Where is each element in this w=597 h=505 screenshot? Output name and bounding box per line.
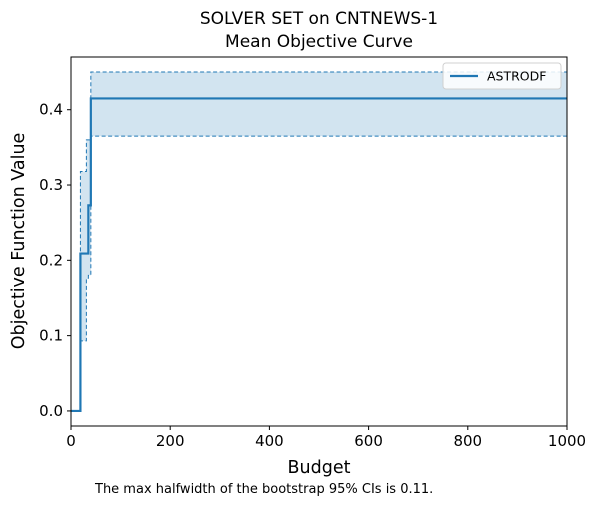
y-tick-label: 0.3 (39, 176, 63, 194)
plot-frame (70, 56, 568, 427)
footnote: The max halfwidth of the bootstrap 95% C… (94, 482, 433, 497)
x-tick-label: 200 (156, 432, 185, 450)
plot-area (70, 56, 568, 427)
y-tick-label: 0.0 (39, 402, 63, 420)
y-tick-label: 0.1 (39, 327, 63, 345)
legend-box (442, 62, 562, 90)
y-axis: 0.0 0.1 0.2 0.3 0.4 (39, 101, 71, 420)
chart-title: SOLVER SET on CNTNEWS-1 (200, 9, 438, 29)
legend-label-astrodf: ASTRODF (487, 69, 546, 84)
x-tick-label: 400 (255, 432, 284, 450)
x-tick-label: 800 (453, 432, 482, 450)
x-tick-label: 600 (354, 432, 383, 450)
y-axis-label: Objective Function Value (9, 133, 29, 350)
legend: ASTRODF (442, 62, 562, 90)
x-tick-label: 1000 (548, 432, 586, 450)
x-axis-label: Budget (288, 458, 351, 478)
x-tick-label: 0 (66, 432, 76, 450)
ci-upper-line (71, 71, 567, 412)
series-line-astrodf (71, 97, 567, 413)
ci-lower-line (71, 135, 567, 412)
chart-subtitle: Mean Objective Curve (225, 32, 413, 52)
y-tick-label: 0.4 (39, 101, 63, 119)
x-axis: 0 200 400 600 800 1000 (66, 426, 586, 450)
ci-band (71, 72, 567, 411)
y-tick-label: 0.2 (39, 251, 63, 269)
